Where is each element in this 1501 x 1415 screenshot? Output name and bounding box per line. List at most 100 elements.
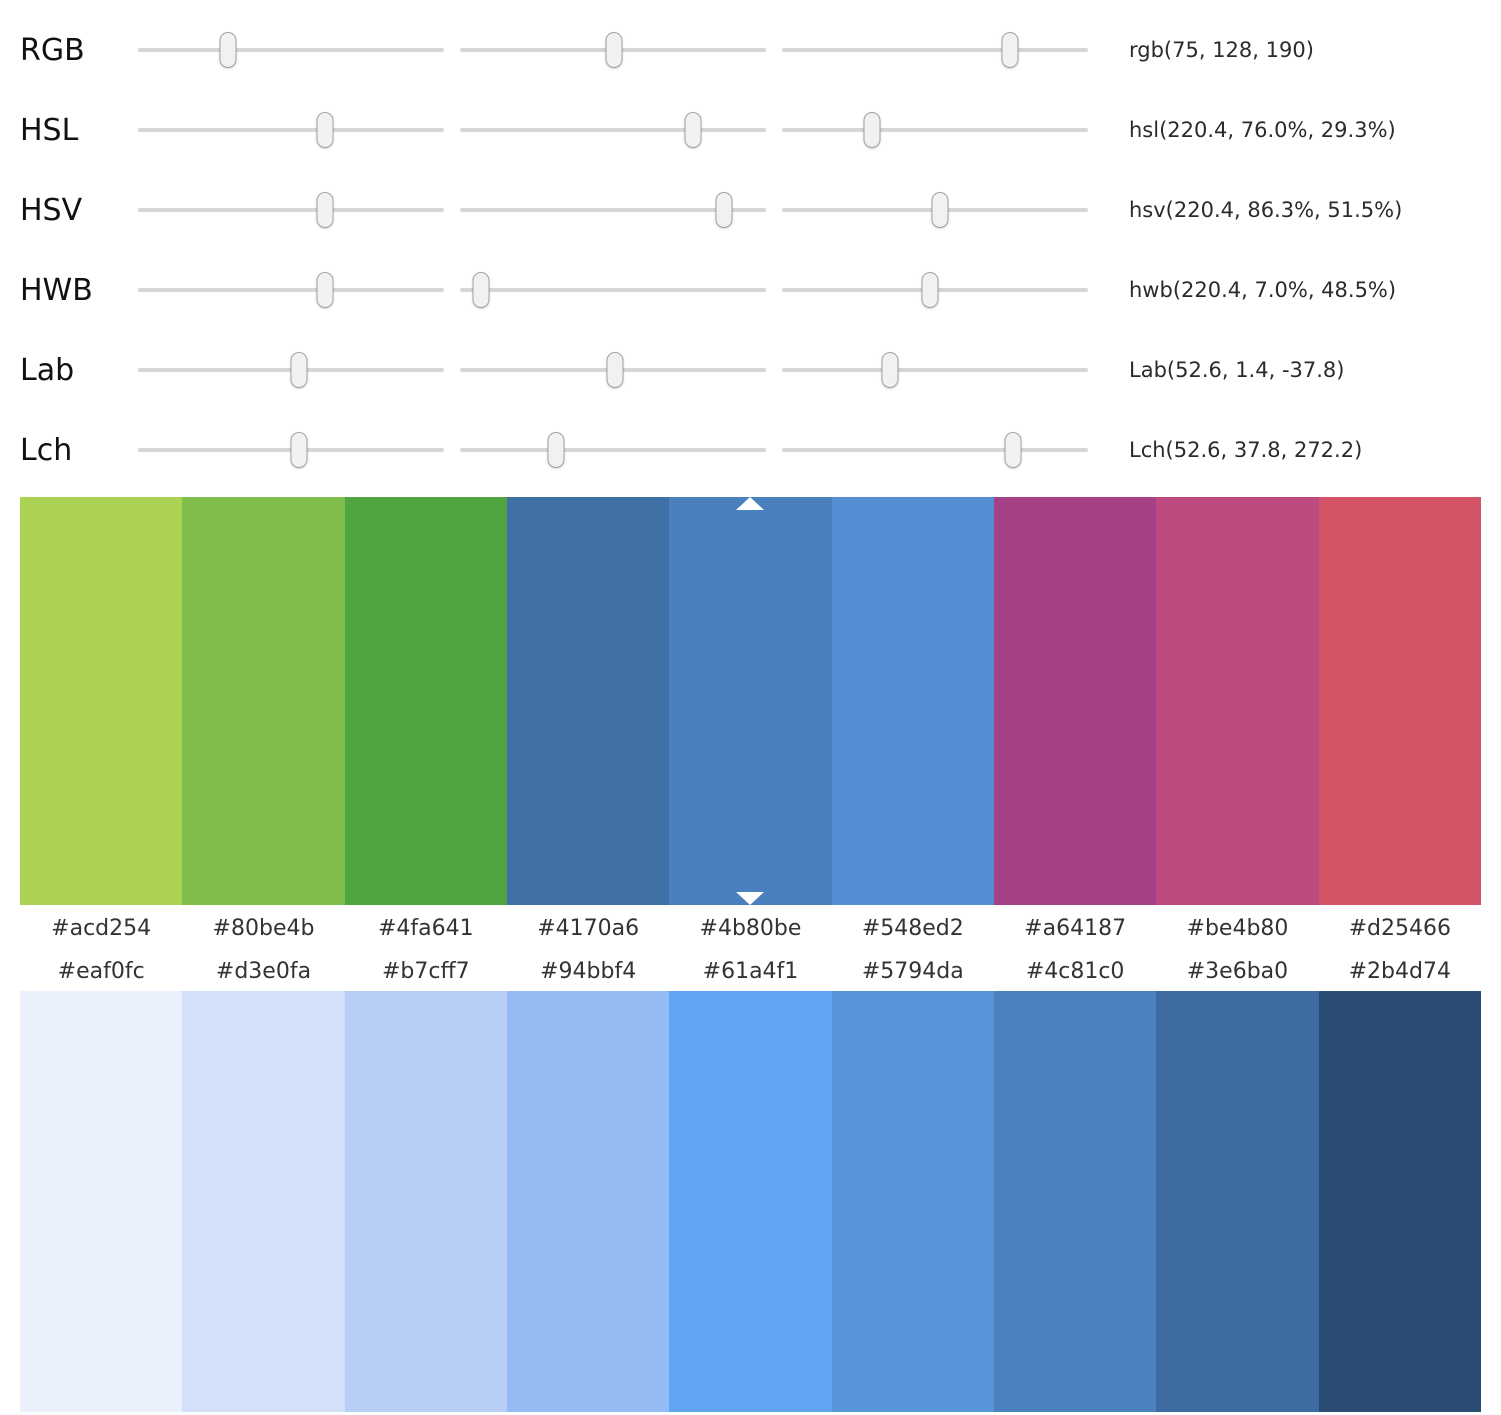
channel-slider[interactable] [138, 108, 444, 152]
palette-swatch[interactable] [669, 991, 832, 1412]
hue-palette-strip [20, 497, 1481, 905]
channel-slider[interactable] [138, 188, 444, 232]
palette-swatch[interactable] [1156, 497, 1319, 905]
hex-label: #4fa641 [377, 915, 474, 941]
slider-thumb[interactable] [219, 32, 237, 68]
hex-label: #2b4d74 [1348, 958, 1451, 984]
palette-swatch[interactable] [993, 991, 1157, 1412]
slider-track[interactable] [460, 128, 766, 132]
channel-slider[interactable] [138, 268, 444, 312]
palette-swatch[interactable] [344, 497, 507, 905]
slider-row-rgb: RGB rgb(75, 128, 190) [0, 10, 1501, 90]
channel-slider[interactable] [460, 268, 766, 312]
channel-slider[interactable] [460, 108, 766, 152]
hex-label: #4b80be [699, 915, 802, 941]
slider-track[interactable] [460, 448, 766, 452]
palette-swatch[interactable] [20, 991, 183, 1412]
palette-swatch[interactable] [1318, 991, 1481, 1412]
color-value-text: hsv(220.4, 86.3%, 51.5%) [1129, 198, 1403, 222]
channel-slider[interactable] [460, 28, 766, 72]
slider-thumb[interactable] [863, 112, 881, 148]
slider-thumb[interactable] [684, 112, 702, 148]
channel-slider[interactable] [782, 28, 1088, 72]
slider-track[interactable] [138, 208, 444, 212]
slider-track[interactable] [782, 448, 1088, 452]
hex-label: #eaf0fc [57, 958, 145, 984]
slider-track[interactable] [782, 368, 1088, 372]
slider-thumb[interactable] [1001, 32, 1019, 68]
slider-section: RGB rgb(75, 128, 190) HSL hsl(220.4, 76.0%,… [0, 0, 1501, 490]
slider-thumb[interactable] [921, 272, 939, 308]
color-value-text: Lab(52.6, 1.4, -37.8) [1129, 358, 1345, 382]
palette-swatch[interactable] [20, 497, 183, 905]
hex-label: #5794da [861, 958, 964, 984]
palette-swatch[interactable] [506, 991, 670, 1412]
slider-row-lch: Lch Lch(52.6, 37.8, 272.2) [0, 410, 1501, 490]
channel-slider[interactable] [782, 188, 1088, 232]
color-value-text: Lch(52.6, 37.8, 272.2) [1129, 438, 1363, 462]
color-value-text: hwb(220.4, 7.0%, 48.5%) [1129, 278, 1397, 302]
selected-marker-bottom [736, 892, 765, 905]
channel-slider[interactable] [782, 108, 1088, 152]
color-value-text: hsl(220.4, 76.0%, 29.3%) [1129, 118, 1396, 142]
palette-swatch[interactable] [1156, 991, 1319, 1412]
slider-thumb[interactable] [316, 112, 334, 148]
hex-label: #d25466 [1348, 915, 1451, 941]
slider-thumb[interactable] [316, 272, 334, 308]
slider-track[interactable] [782, 48, 1088, 52]
colorspace-label: Lab [20, 352, 75, 388]
colorspace-label: Lch [20, 432, 73, 468]
colorspace-label: HWB [20, 272, 93, 308]
hex-label: #be4b80 [1186, 915, 1289, 941]
channel-slider[interactable] [138, 428, 444, 472]
shade-hex-labels: #eaf0fc #d3e0fa #b7cff7 #94bbf4 #61a4f1 #5794… [20, 951, 1481, 991]
slider-track[interactable] [460, 288, 766, 292]
slider-thumb[interactable] [605, 32, 623, 68]
palette-swatch[interactable] [344, 991, 507, 1412]
shade-palette-strip [20, 991, 1481, 1412]
colorspace-label: HSL [20, 112, 79, 148]
hex-label: #61a4f1 [702, 958, 799, 984]
channel-slider[interactable] [138, 28, 444, 72]
palette-swatch[interactable] [182, 497, 345, 905]
slider-track[interactable] [138, 48, 444, 52]
palette-swatch[interactable] [669, 497, 832, 905]
slider-thumb[interactable] [290, 432, 308, 468]
slider-track[interactable] [138, 288, 444, 292]
channel-slider[interactable] [460, 428, 766, 472]
color-value-text: rgb(75, 128, 190) [1129, 38, 1314, 62]
slider-track[interactable] [460, 208, 766, 212]
palette-swatch[interactable] [831, 991, 994, 1412]
palette-swatch[interactable] [993, 497, 1157, 905]
channel-slider[interactable] [460, 188, 766, 232]
palette-swatch[interactable] [831, 497, 994, 905]
channel-slider[interactable] [782, 428, 1088, 472]
slider-row-lab: Lab Lab(52.6, 1.4, -37.8) [0, 330, 1501, 410]
hex-label: #548ed2 [861, 915, 964, 941]
slider-thumb[interactable] [931, 192, 949, 228]
selected-marker-top [736, 497, 765, 510]
slider-thumb[interactable] [606, 352, 624, 388]
hex-label: #4170a6 [537, 915, 640, 941]
slider-thumb[interactable] [1004, 432, 1022, 468]
slider-thumb[interactable] [881, 352, 899, 388]
channel-slider[interactable] [782, 348, 1088, 392]
slider-thumb[interactable] [715, 192, 733, 228]
hex-label: #acd254 [51, 915, 152, 941]
palette-swatch[interactable] [506, 497, 670, 905]
channel-slider[interactable] [460, 348, 766, 392]
channel-slider[interactable] [782, 268, 1088, 312]
palette-swatch[interactable] [182, 991, 345, 1412]
slider-track[interactable] [138, 128, 444, 132]
slider-thumb[interactable] [290, 352, 308, 388]
slider-row-hsl: HSL hsl(220.4, 76.0%, 29.3%) [0, 90, 1501, 170]
hex-label: #3e6ba0 [1186, 958, 1289, 984]
palette-swatch[interactable] [1318, 497, 1481, 905]
slider-thumb[interactable] [547, 432, 565, 468]
slider-thumb[interactable] [316, 192, 334, 228]
slider-track[interactable] [782, 128, 1088, 132]
channel-slider[interactable] [138, 348, 444, 392]
hex-label: #a64187 [1024, 915, 1127, 941]
slider-thumb[interactable] [472, 272, 490, 308]
